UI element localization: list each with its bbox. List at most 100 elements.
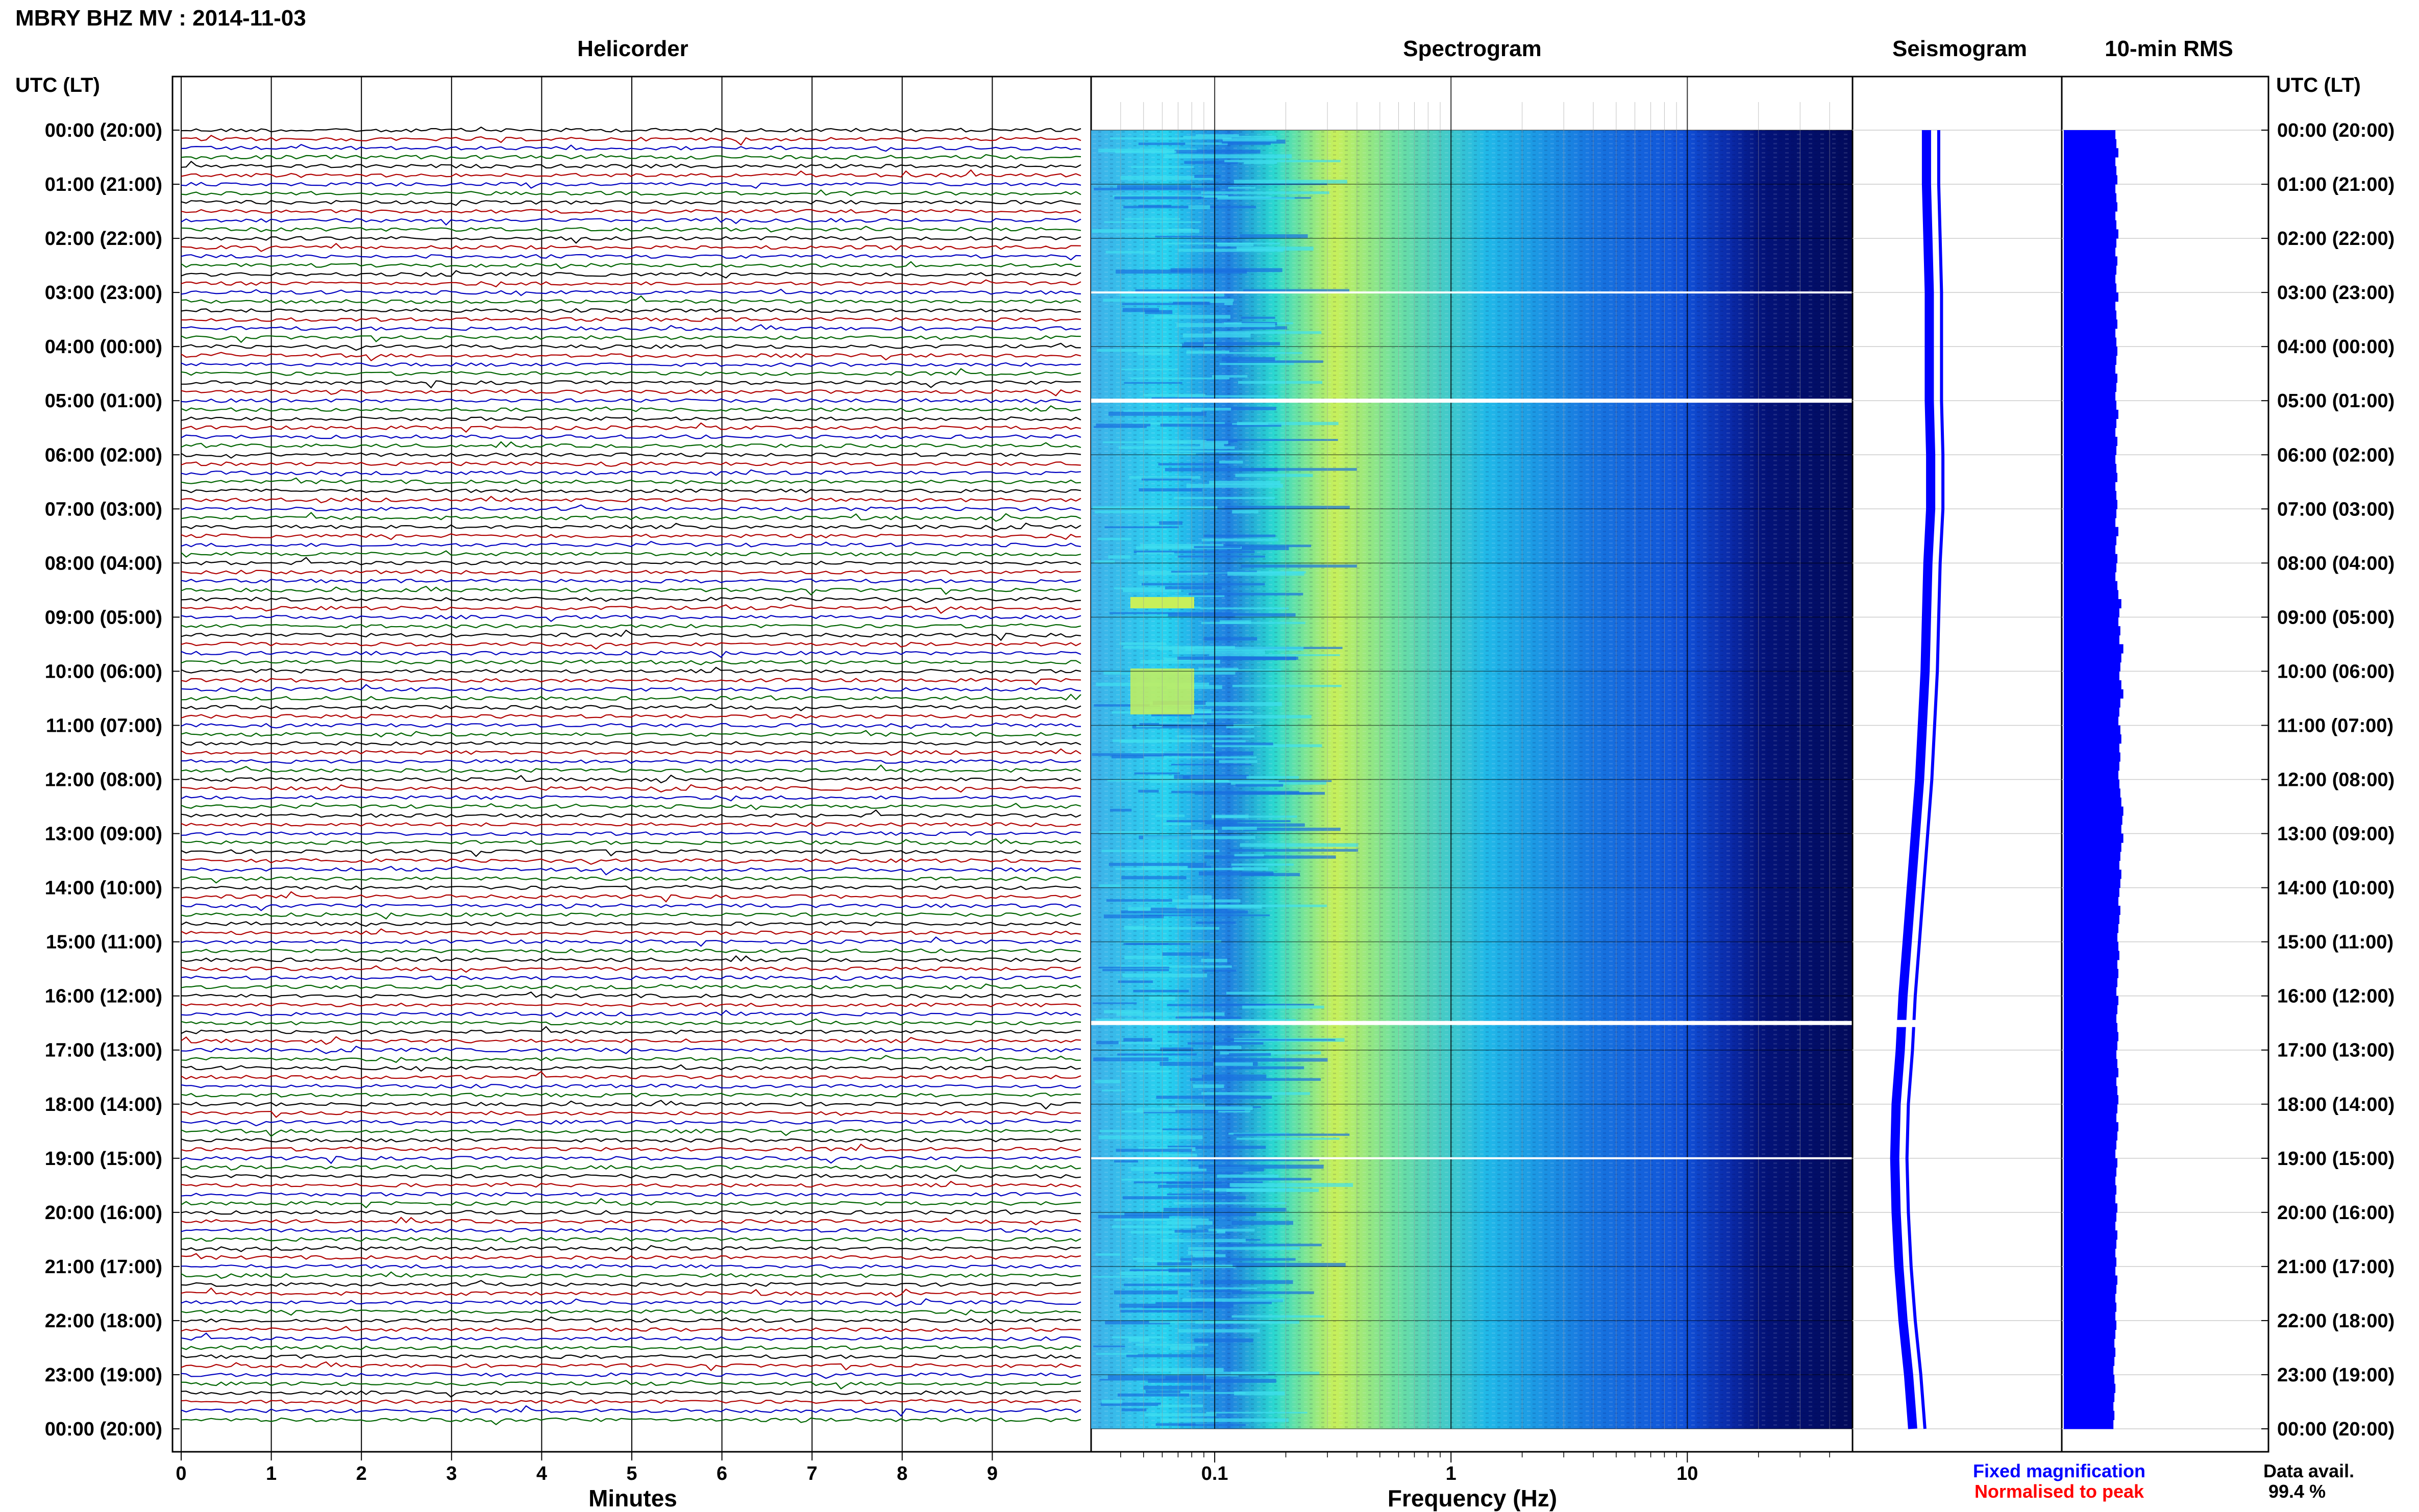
- time-label: 12:00 (08:00): [45, 770, 162, 791]
- rms-bar: [2064, 1320, 2117, 1330]
- spectrogram-streak: [1231, 1371, 1320, 1375]
- helicorder-trace: [181, 1002, 1081, 1008]
- spectrogram-streak: [1155, 236, 1237, 238]
- spectrogram-streak: [1217, 242, 1254, 246]
- helicorder-trace: [181, 759, 1081, 764]
- rms-bar: [2064, 428, 2116, 437]
- helicorder-trace: [181, 849, 1081, 857]
- spectrogram-streak: [1117, 185, 1191, 189]
- spectrogram-streak: [1209, 654, 1340, 656]
- spectrogram-streak: [1183, 407, 1231, 411]
- time-label: 02:00 (22:00): [45, 228, 162, 250]
- time-label: 10:00 (06:00): [2277, 661, 2395, 682]
- spectrogram-streak: [1219, 363, 1294, 365]
- spectrogram-streak: [1149, 702, 1282, 706]
- spectrogram-streak: [1171, 1371, 1268, 1375]
- spectrogram-streak: [1212, 815, 1297, 818]
- spectrogram-streak: [1157, 1262, 1192, 1266]
- spectrogram-streak: [1223, 656, 1296, 660]
- helicorder-trace: [181, 1118, 1081, 1127]
- spectrogram-streak: [1204, 822, 1238, 825]
- spectrogram-streak: [1206, 1411, 1307, 1414]
- time-label: 08:00 (04:00): [45, 553, 162, 574]
- spectrogram-streak: [1218, 1244, 1322, 1247]
- spectrogram-streak: [1229, 1183, 1353, 1187]
- spectrogram-streak: [1231, 863, 1294, 866]
- spectrogram-streak: [1122, 303, 1225, 305]
- spectrogram-streak: [1145, 1413, 1217, 1417]
- helicorder-trace: [181, 1180, 1081, 1188]
- spectrogram-streak: [1186, 350, 1229, 353]
- spectrogram-streak: [1121, 368, 1178, 370]
- time-label: 06:00 (02:00): [2277, 444, 2395, 466]
- spectrogram-streak: [1168, 1287, 1257, 1290]
- spectrogram-streak: [1119, 642, 1166, 645]
- rms-bar: [2064, 653, 2121, 663]
- helicorder-trace: [181, 154, 1081, 160]
- spectrogram-streak: [1219, 407, 1276, 410]
- helicorder-trace: [181, 1009, 1081, 1018]
- rms-bar: [2064, 382, 2117, 392]
- helicorder-trace: [181, 422, 1081, 433]
- time-label: 00:00 (20:00): [2277, 1419, 2395, 1440]
- rms-bar: [2064, 626, 2120, 636]
- rms-bar: [2064, 319, 2117, 329]
- spectrogram-streak: [1180, 1258, 1296, 1261]
- spectrogram-streak: [1160, 1047, 1194, 1052]
- spectrogram-streak: [1162, 1128, 1214, 1130]
- spectrogram-streak: [1202, 1074, 1267, 1078]
- time-label: 07:00 (03:00): [45, 499, 162, 520]
- time-label: 03:00 (23:00): [2277, 282, 2395, 304]
- spectrogram-streak: [1220, 620, 1251, 624]
- spectrogram-streak: [1240, 326, 1288, 330]
- rms-bar: [2064, 590, 2118, 600]
- spectrogram-streak: [1165, 468, 1278, 472]
- spectrogram-streak: [1163, 1207, 1287, 1212]
- rms-bar: [2064, 265, 2117, 275]
- rms-bar: [2064, 932, 2117, 943]
- spectrogram-streak: [1214, 1062, 1253, 1066]
- spectrogram-streak: [1132, 422, 1225, 425]
- helicorder-trace: [181, 1245, 1081, 1252]
- helicorder-trace: [181, 684, 1081, 692]
- helicorder-trace: [181, 540, 1081, 548]
- time-label: 17:00 (13:00): [2277, 1040, 2395, 1061]
- data-gap: [1091, 1021, 1853, 1025]
- spectrogram-streak: [1095, 510, 1171, 513]
- spectrogram-streak: [1196, 921, 1236, 924]
- time-label: 00:00 (20:00): [2277, 120, 2395, 141]
- helicorder-trace: [181, 666, 1081, 674]
- spectrogram-streak: [1116, 1012, 1225, 1016]
- spectrogram-streak: [1222, 357, 1275, 361]
- time-label: 18:00 (14:00): [2277, 1094, 2395, 1116]
- helicorder-trace: [181, 1253, 1081, 1260]
- spectrogram-streak: [1094, 1080, 1121, 1083]
- spectrogram-streak: [1150, 907, 1228, 911]
- helicorder-trace: [181, 1209, 1081, 1215]
- helicorder-trace: [181, 1287, 1081, 1298]
- spectrogram-streak: [1242, 1005, 1324, 1009]
- rms-bar: [2064, 1185, 2117, 1195]
- spectrogram-streak: [1137, 552, 1174, 555]
- spectrogram-streak: [1243, 827, 1341, 831]
- spectrogram-streak: [1168, 613, 1296, 617]
- helicorder-trace: [181, 983, 1081, 991]
- spectrogram-streak: [1196, 134, 1239, 137]
- rms-bar: [2064, 914, 2119, 924]
- spectrogram-streak: [1114, 1290, 1178, 1295]
- time-label: 20:00 (16:00): [2277, 1202, 2395, 1224]
- rms-bar: [2064, 1203, 2117, 1213]
- spectrogram-streak: [1237, 422, 1339, 426]
- spectrogram-streak: [1160, 424, 1281, 427]
- rms-bar: [2064, 544, 2116, 555]
- rms-bar: [2064, 1401, 2114, 1411]
- rms-bar: [2064, 409, 2118, 419]
- spectrogram-streak: [1230, 1039, 1336, 1041]
- rms-bar: [2064, 166, 2117, 176]
- spectrogram-streak: [1143, 1385, 1211, 1390]
- spectrogram-streak: [1196, 1301, 1222, 1305]
- time-label: 01:00 (21:00): [2277, 174, 2395, 195]
- rms-bar: [2064, 770, 2118, 780]
- helicorder-trace: [181, 452, 1081, 459]
- rms-bar: [2064, 671, 2119, 681]
